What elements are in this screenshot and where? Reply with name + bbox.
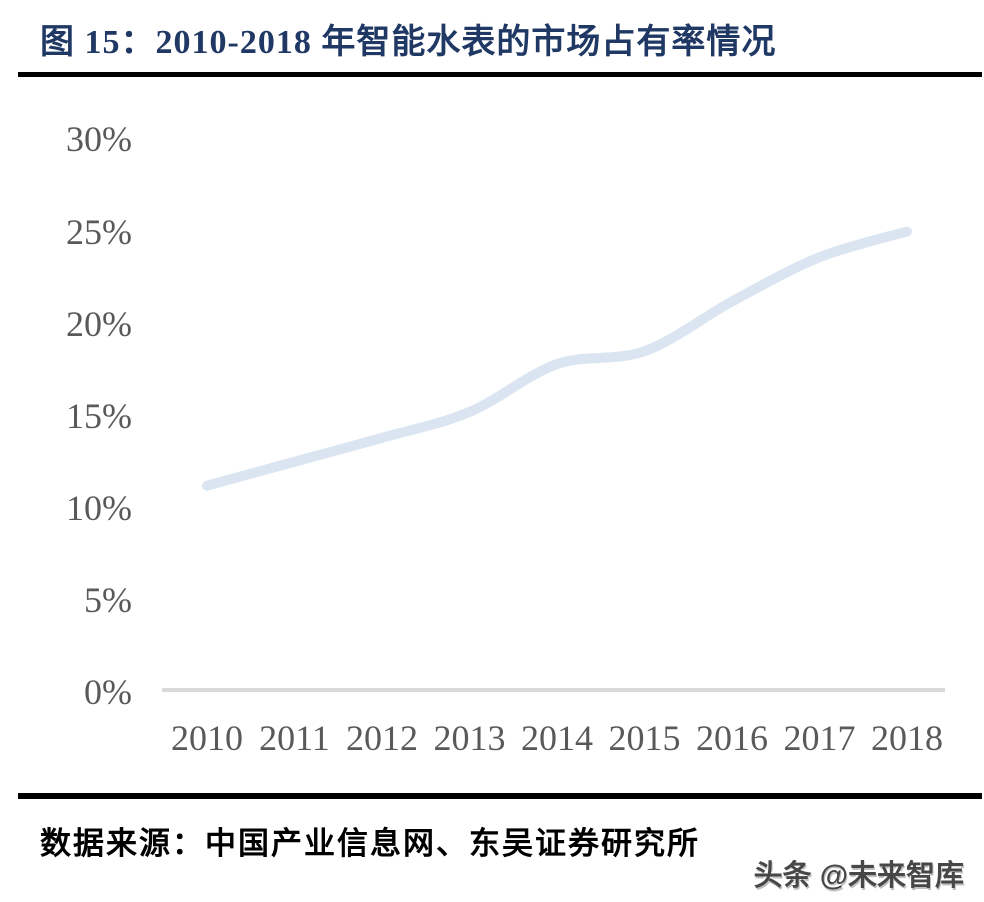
x-axis-label: 2012 — [346, 718, 418, 758]
y-axis-label: 20% — [66, 303, 132, 344]
market-share-trend-line — [202, 226, 912, 491]
y-axis-label: 15% — [66, 395, 132, 436]
title-divider — [18, 72, 982, 77]
y-axis-label: 30% — [66, 119, 132, 160]
data-source-text: 数据来源：中国产业信息网、东吴证券研究所 — [40, 826, 700, 861]
x-axis-label: 2018 — [871, 718, 943, 758]
y-axis-label: 25% — [66, 211, 132, 252]
x-axis-label: 2011 — [259, 718, 330, 758]
x-axis-label: 2013 — [433, 718, 506, 758]
x-axis-label: 2010 — [171, 718, 243, 758]
y-axis-label: 0% — [84, 672, 132, 712]
footer-divider — [18, 793, 982, 799]
toutiao-watermark: 头条 @未来智库 — [753, 860, 964, 892]
trend-line-svg — [162, 226, 945, 692]
figure-title: 图 15：2010-2018 年智能水表的市场占有率情况 — [40, 24, 777, 61]
x-axis-label: 2014 — [521, 718, 593, 758]
x-axis-label: 2016 — [696, 718, 768, 758]
x-axis-label: 2015 — [608, 718, 681, 758]
x-axis-label: 2017 — [783, 718, 856, 758]
y-axis-label: 10% — [66, 487, 132, 528]
y-axis-label: 5% — [84, 579, 132, 620]
